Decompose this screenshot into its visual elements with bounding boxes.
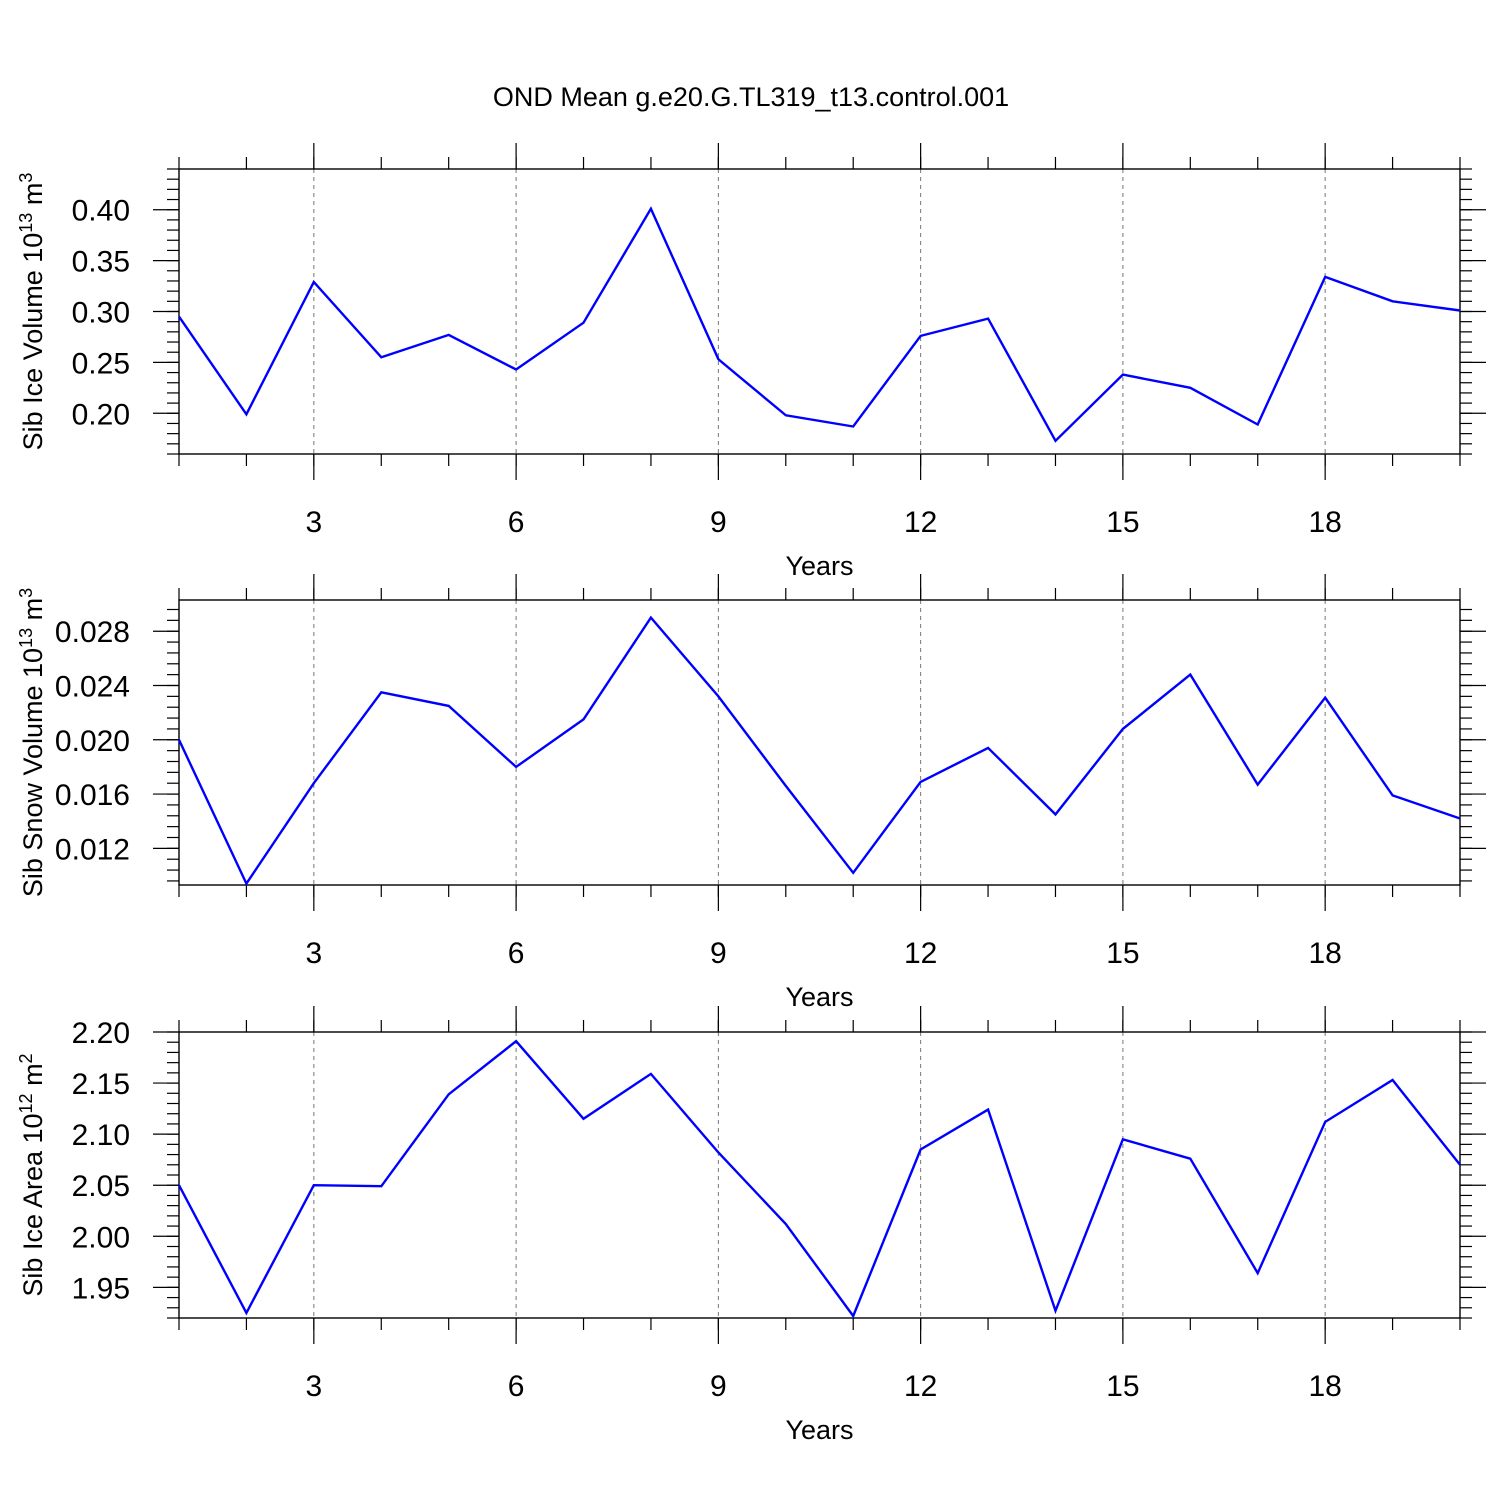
figure-title: OND Mean g.e20.G.TL319_t13.control.001 (493, 82, 1009, 112)
y-tick-label: 0.35 (72, 246, 130, 279)
panel-1: 3 6 9 12 15 18 0.20 0.25 0.30 0.35 0.40 Years Sib Ic… (16, 143, 1486, 581)
y-axis-label: Sib Ice Area 1012 m2 (16, 1053, 48, 1296)
x-tick-label: 9 (710, 937, 727, 970)
x-tick-label: 6 (508, 937, 525, 970)
y-tick-label: 0.016 (55, 779, 130, 812)
x-tick-label: 9 (710, 506, 727, 539)
x-tick-label: 12 (904, 506, 937, 539)
panel-3: 3 6 9 12 15 18 1.95 2.00 2.05 2.10 2.15 2.20 Years Si… (16, 1006, 1486, 1445)
y-tick-label: 2.15 (72, 1068, 130, 1101)
y-tick-label: 2.00 (72, 1221, 130, 1254)
plot-frame (178, 599, 1461, 886)
series-line (177, 1039, 1461, 1319)
series-line (178, 206, 1461, 443)
x-tick-label: 18 (1308, 1370, 1341, 1403)
y-tick-label: 0.024 (55, 671, 130, 704)
y-tick-label: 0.028 (55, 616, 130, 649)
y-tick-label: 2.05 (72, 1170, 130, 1203)
y-tick-label: 0.25 (72, 347, 130, 380)
y-tick-label: 0.40 (72, 195, 130, 228)
y-tick-label: 1.95 (72, 1272, 130, 1305)
x-axis-label: Years (785, 1415, 853, 1445)
x-axis-label: Years (785, 551, 853, 581)
y-tick-label: 0.30 (72, 297, 130, 330)
y-tick-label: 0.012 (55, 833, 130, 866)
x-tick-label: 15 (1106, 1370, 1139, 1403)
y-tick-label: 0.020 (55, 725, 130, 758)
plot-frame (178, 168, 1461, 455)
x-tick-label: 15 (1106, 937, 1139, 970)
x-tick-label: 3 (305, 506, 322, 539)
y-axis-label: Sib Snow Volume 1013 m3 (16, 588, 48, 897)
x-tick-label: 18 (1308, 506, 1341, 539)
y-tick-label: 0.20 (72, 398, 130, 431)
x-tick-label: 12 (904, 937, 937, 970)
plot-frame (178, 1031, 1461, 1319)
y-tick-label: 2.10 (72, 1119, 130, 1152)
x-tick-label: 3 (305, 937, 322, 970)
x-tick-label: 6 (508, 506, 525, 539)
series-line (177, 615, 1461, 887)
y-axis-label: Sib Ice Volume 1013 m3 (16, 173, 48, 451)
x-tick-label: 6 (508, 1370, 525, 1403)
x-tick-label: 12 (904, 1370, 937, 1403)
x-axis-label: Years (785, 982, 853, 1012)
x-tick-label: 18 (1308, 937, 1341, 970)
x-tick-label: 3 (305, 1370, 322, 1403)
x-tick-label: 9 (710, 1370, 727, 1403)
y-tick-label: 2.20 (72, 1017, 130, 1050)
x-tick-label: 15 (1106, 506, 1139, 539)
panel-2: 3 6 9 12 15 18 0.012 0.016 0.020 0.024 0.028 Years S… (16, 574, 1486, 1012)
